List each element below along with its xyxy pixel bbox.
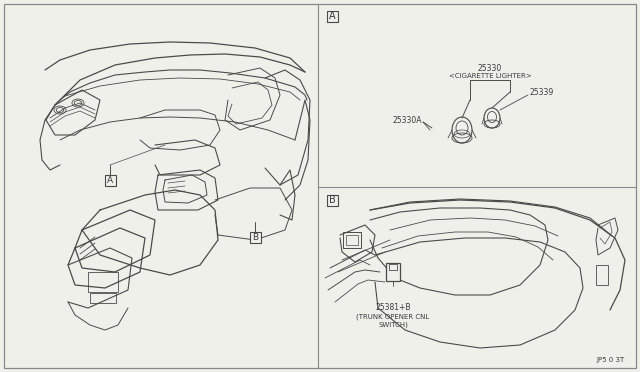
Bar — [386, 263, 400, 281]
Text: JP5 0 3T: JP5 0 3T — [596, 357, 625, 363]
Text: B: B — [252, 232, 258, 241]
Bar — [326, 10, 337, 22]
Text: 25330A: 25330A — [392, 115, 422, 125]
Bar — [88, 272, 118, 292]
Bar — [346, 235, 358, 245]
Text: <CIGARETTE LIGHTER>: <CIGARETTE LIGHTER> — [449, 73, 531, 79]
Bar — [596, 265, 608, 285]
Text: 25381+B: 25381+B — [375, 304, 411, 312]
Bar — [90, 293, 116, 303]
Text: A: A — [107, 176, 113, 185]
Text: SWITCH): SWITCH) — [378, 322, 408, 328]
Text: A: A — [329, 11, 335, 21]
Bar — [343, 232, 361, 248]
Text: 25330: 25330 — [478, 64, 502, 73]
Text: (TRUNK OPENER CNL: (TRUNK OPENER CNL — [356, 314, 429, 320]
Bar — [250, 231, 260, 243]
Text: B: B — [328, 195, 335, 205]
Bar — [389, 264, 397, 270]
Bar — [104, 174, 115, 186]
Bar — [326, 195, 337, 205]
Text: 25339: 25339 — [530, 87, 554, 96]
